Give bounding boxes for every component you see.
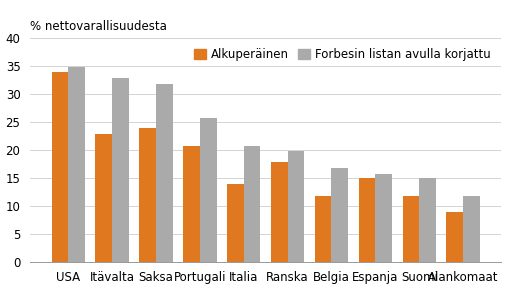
Bar xyxy=(183,146,200,262)
Bar xyxy=(375,174,391,262)
Bar xyxy=(270,162,287,262)
Bar xyxy=(95,134,112,262)
Bar xyxy=(331,168,348,262)
Legend: Alkuperäinen, Forbesin listan avulla korjattu: Alkuperäinen, Forbesin listan avulla kor… xyxy=(189,44,494,66)
Bar xyxy=(358,178,375,262)
Bar xyxy=(243,146,260,262)
Bar xyxy=(68,67,84,262)
Bar xyxy=(402,196,418,262)
Bar xyxy=(139,128,156,262)
Text: % nettovarallisuudesta: % nettovarallisuudesta xyxy=(30,20,167,33)
Bar xyxy=(227,184,243,262)
Bar xyxy=(112,78,128,262)
Bar xyxy=(200,118,216,262)
Bar xyxy=(287,151,304,262)
Bar xyxy=(314,196,331,262)
Bar xyxy=(462,196,479,262)
Bar xyxy=(418,178,435,262)
Bar xyxy=(445,212,462,262)
Bar xyxy=(156,84,173,262)
Bar xyxy=(51,72,68,262)
